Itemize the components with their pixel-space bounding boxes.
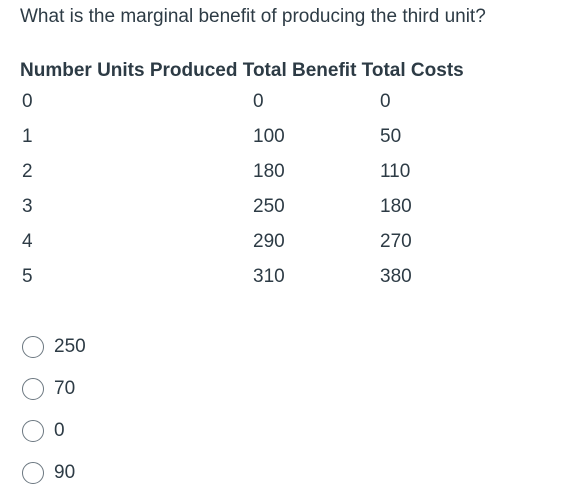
radio-button[interactable] [22,462,44,484]
costs-cell: 180 [380,196,412,217]
answer-option-label[interactable]: 70 [54,378,76,399]
answer-option[interactable]: 250 [22,326,86,368]
radio-button[interactable] [22,420,44,442]
benefit-cell: 0 [253,91,264,112]
table-row: 5 310 380 [20,259,464,294]
table-row: 2 180 110 [20,154,464,189]
units-cell: 4 [22,231,33,252]
costs-cell: 0 [380,91,391,112]
answer-option[interactable]: 70 [22,368,86,410]
benefit-cell: 180 [253,161,285,182]
question-text: What is the marginal benefit of producin… [20,6,486,27]
costs-cell: 270 [380,231,412,252]
table-row: 1 100 50 [20,119,464,154]
units-cell: 5 [22,266,33,287]
costs-cell: 50 [380,126,402,147]
radio-button[interactable] [22,378,44,400]
answer-option-label[interactable]: 250 [54,336,86,357]
radio-button[interactable] [22,336,44,358]
table-header: Number Units Produced Total Benefit Tota… [20,60,464,81]
answer-option-label[interactable]: 0 [54,420,65,441]
answer-option[interactable]: 90 [22,452,86,494]
answer-option[interactable]: 0 [22,410,86,452]
table-row: 0 0 0 [20,84,464,119]
benefit-cell: 100 [253,126,285,147]
benefit-cell: 310 [253,266,285,287]
costs-cell: 110 [380,161,411,182]
data-table: Number Units Produced Total Benefit Tota… [20,58,464,294]
costs-cell: 380 [380,266,412,287]
units-cell: 2 [22,161,33,182]
units-cell: 3 [22,196,33,217]
units-cell: 1 [22,126,33,147]
answer-option-label[interactable]: 90 [54,462,76,483]
table-row: 3 250 180 [20,189,464,224]
answer-options: 250 70 0 90 [22,326,86,494]
benefit-cell: 290 [253,231,285,252]
units-cell: 0 [22,91,33,112]
benefit-cell: 250 [253,196,285,217]
table-row: 4 290 270 [20,224,464,259]
